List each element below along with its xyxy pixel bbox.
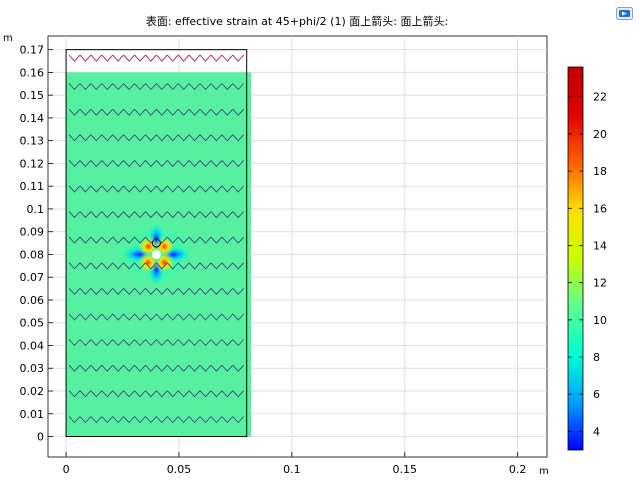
y-tick-label: 0.05 (20, 317, 45, 330)
arrow-row (68, 211, 245, 219)
axis-ticks: 0 0.05 0.1 0.15 0.2 0 0.01 0.02 0.03 0.04 0.05 0.06… (20, 44, 527, 476)
colorbar-tick-label: 16 (593, 202, 607, 215)
arrow-row (68, 54, 245, 62)
arrow-row (68, 83, 245, 91)
colorbar (567, 66, 584, 451)
colorbar-tick-label: 14 (593, 239, 607, 252)
arrow-row (68, 108, 245, 116)
arrow-row (68, 390, 245, 398)
colorbar-tick-label: 8 (593, 351, 600, 364)
y-tick-label: 0.16 (20, 66, 45, 79)
y-tick-label: 0.06 (20, 294, 45, 307)
hole (151, 249, 161, 259)
colorbar-tick-label: 12 (593, 277, 607, 290)
y-tick-label: 0.17 (20, 44, 45, 57)
chart-title: 表面: effective strain at 45+phi/2 (1) 面上箭… (146, 14, 448, 28)
x-unit-label: m (539, 466, 549, 477)
domain-boundary[interactable] (65, 49, 248, 438)
arrow-row (68, 134, 245, 142)
colorbar-tick-label: 22 (593, 91, 607, 104)
y-tick-label: 0 (37, 431, 44, 444)
y-tick-label: 0.07 (20, 271, 45, 284)
x-tick-label: 0.15 (393, 463, 418, 476)
colorbar-tick-label: 6 (593, 388, 600, 401)
camera-icon[interactable] (616, 7, 633, 20)
y-tick-label: 0.13 (20, 135, 45, 148)
y-tick-label: 0.1 (27, 203, 45, 216)
y-tick-label: 0.08 (20, 248, 45, 261)
arrow-row (68, 364, 245, 372)
y-tick-label: 0.11 (20, 180, 45, 193)
y-tick-label: 0.15 (20, 89, 45, 102)
colorbar-tick-label: 10 (593, 314, 607, 327)
y-tick-label: 0.02 (20, 385, 45, 398)
arrow-row (68, 160, 245, 168)
arrow-row (68, 236, 245, 244)
arrow-row (68, 313, 245, 321)
x-tick-label: 0.05 (167, 463, 192, 476)
surface-arrows (68, 54, 245, 424)
arrow-row (68, 339, 245, 347)
y-tick-label: 0.01 (20, 408, 45, 421)
x-tick-label: 0 (63, 463, 70, 476)
arrow-row (68, 287, 245, 295)
y-tick-label: 0.14 (20, 112, 45, 125)
y-tick-label: 0.03 (20, 362, 45, 375)
x-tick-label: 0.1 (283, 463, 301, 476)
arrow-row (68, 262, 245, 270)
colorbar-tick-label: 4 (593, 425, 600, 438)
x-tick-label: 0.2 (509, 463, 527, 476)
colorbar-ticks: 4 6 8 10 12 14 16 18 20 22 (568, 91, 607, 438)
colorbar-tick-label: 18 (593, 165, 607, 178)
arrow-row (68, 416, 245, 424)
y-unit-label: m (3, 33, 13, 44)
colorbar-tick-label: 20 (593, 128, 607, 141)
probe-marker[interactable] (151, 238, 161, 248)
arrow-row (68, 185, 245, 193)
strain-field (65, 49, 252, 438)
y-tick-label: 0.04 (20, 339, 45, 352)
y-tick-label: 0.12 (20, 157, 45, 170)
y-tick-label: 0.09 (20, 226, 45, 239)
